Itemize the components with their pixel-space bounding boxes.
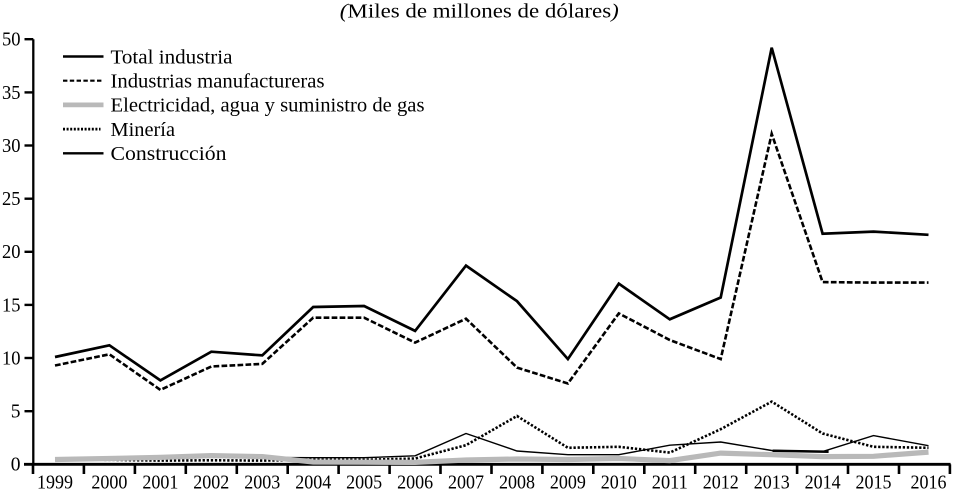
- svg-text:20: 20: [2, 242, 21, 263]
- svg-text:15: 15: [2, 295, 21, 316]
- svg-text:2002: 2002: [193, 472, 229, 491]
- svg-text:(Miles de millones de dólares): (Miles de millones de dólares): [340, 1, 619, 22]
- svg-text:25: 25: [2, 189, 21, 210]
- svg-text:2015: 2015: [856, 472, 892, 491]
- svg-text:2007: 2007: [448, 472, 484, 491]
- svg-text:35: 35: [2, 83, 21, 104]
- svg-text:2004: 2004: [295, 472, 331, 491]
- svg-text:2001: 2001: [142, 472, 178, 491]
- svg-text:2008: 2008: [499, 472, 535, 491]
- svg-text:2006: 2006: [397, 472, 433, 491]
- svg-text:5: 5: [11, 402, 21, 423]
- svg-text:2011: 2011: [652, 472, 688, 491]
- svg-text:2014: 2014: [805, 472, 841, 491]
- svg-text:30: 30: [2, 136, 21, 157]
- svg-text:2000: 2000: [91, 472, 127, 491]
- svg-text:2016: 2016: [911, 472, 947, 491]
- svg-text:Construcción: Construcción: [111, 144, 227, 165]
- svg-text:1999: 1999: [37, 472, 73, 491]
- svg-text:10: 10: [2, 348, 21, 369]
- svg-text:50: 50: [2, 30, 21, 51]
- svg-text:Industrias manufactureras: Industrias manufactureras: [111, 72, 325, 93]
- svg-text:Total industria: Total industria: [111, 47, 233, 68]
- svg-text:Minería: Minería: [111, 120, 176, 141]
- svg-text:0: 0: [11, 455, 21, 476]
- svg-text:2012: 2012: [703, 472, 739, 491]
- svg-text:2010: 2010: [601, 472, 637, 491]
- svg-text:2013: 2013: [754, 472, 790, 491]
- svg-text:2003: 2003: [244, 472, 280, 491]
- svg-text:2009: 2009: [550, 472, 586, 491]
- svg-text:Electricidad, agua y suministr: Electricidad, agua y suministro de gas: [111, 96, 425, 117]
- svg-text:2005: 2005: [346, 472, 382, 491]
